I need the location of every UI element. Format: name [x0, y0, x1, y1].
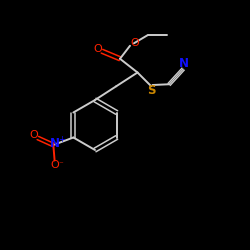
Text: N: N [50, 137, 60, 150]
Text: O: O [130, 38, 139, 48]
Text: S: S [148, 84, 156, 97]
Text: +: + [58, 135, 65, 144]
Text: N: N [179, 57, 189, 70]
Text: O: O [50, 160, 59, 170]
Text: O: O [29, 130, 38, 140]
Text: O: O [93, 44, 102, 54]
Text: ⁻: ⁻ [58, 160, 63, 170]
